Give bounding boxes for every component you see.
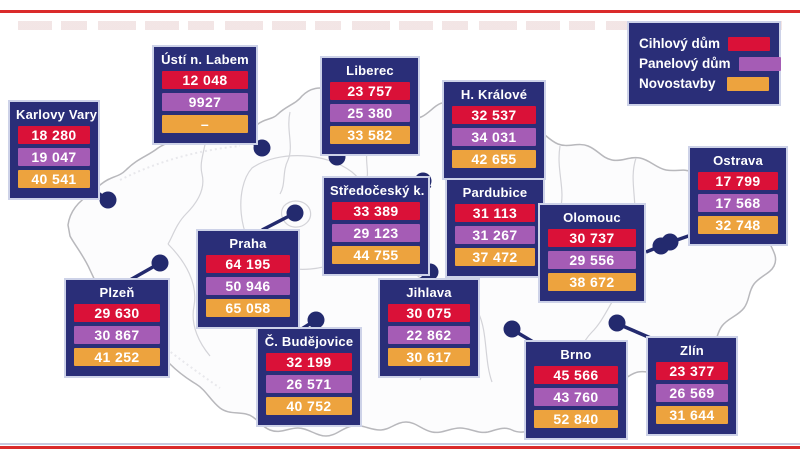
region-border — [279, 111, 291, 195]
legend-row-panelovy-dum: Panelový dům — [639, 56, 781, 71]
value-panelovy-dum: 25 380 — [330, 104, 410, 122]
city-card-pardubice: Pardubice 31 113 31 267 37 472 — [445, 178, 545, 278]
city-name: Jihlava — [406, 285, 452, 300]
map-dot-zlin — [608, 314, 626, 332]
city-card-praha: Praha 64 195 50 946 65 058 — [196, 229, 300, 329]
city-name: Olomouc — [563, 210, 621, 225]
legend-swatch-novostavby — [727, 76, 769, 91]
value-panelovy-dum: 17 568 — [698, 194, 778, 212]
city-name: Ostrava — [713, 153, 763, 168]
value-panelovy-dum: 26 569 — [656, 384, 728, 402]
value-novostavby: – — [162, 115, 248, 133]
city-card-budejovice: Č. Budějovice 32 199 26 571 40 752 — [256, 327, 362, 427]
city-name: Plzeň — [99, 285, 135, 300]
city-card-karlovy-vary: Karlovy Vary 18 280 19 047 40 541 — [8, 100, 100, 200]
city-name: Brno — [560, 347, 592, 362]
value-panelovy-dum: 31 267 — [455, 226, 535, 244]
top-red-rule — [0, 10, 800, 13]
value-cihlovy-dum: 23 377 — [656, 362, 728, 380]
legend-row-novostavby: Novostavby — [639, 76, 769, 91]
value-panelovy-dum: 22 862 — [388, 326, 470, 344]
city-card-brno: Brno 45 566 43 760 52 840 — [524, 340, 628, 440]
map-dot-budejovice — [307, 311, 325, 329]
value-cihlovy-dum: 12 048 — [162, 71, 248, 89]
value-panelovy-dum: 9927 — [162, 93, 248, 111]
value-panelovy-dum: 50 946 — [206, 277, 290, 295]
value-novostavby: 41 252 — [74, 348, 160, 366]
value-cihlovy-dum: 64 195 — [206, 255, 290, 273]
legend-swatch-cihlovy-dum — [728, 36, 771, 51]
value-panelovy-dum: 26 571 — [266, 375, 352, 393]
value-novostavby: 44 755 — [332, 246, 420, 264]
bottom-red-rule — [0, 446, 800, 449]
city-card-hradec: H. Králové 32 537 34 031 42 655 — [442, 80, 546, 180]
value-cihlovy-dum: 31 113 — [455, 204, 535, 222]
value-novostavby: 31 644 — [656, 406, 728, 424]
legend-label: Cihlový dům — [639, 36, 721, 51]
map-dot-praha — [286, 204, 304, 222]
city-card-jihlava: Jihlava 30 075 22 862 30 617 — [378, 278, 480, 378]
value-cihlovy-dum: 29 630 — [74, 304, 160, 322]
city-name: Praha — [229, 236, 267, 251]
map-dot-brno — [503, 320, 521, 338]
value-cihlovy-dum: 18 280 — [18, 126, 90, 144]
city-name: Č. Budějovice — [264, 334, 354, 349]
value-novostavby: 30 617 — [388, 348, 470, 366]
value-panelovy-dum: 43 760 — [534, 388, 618, 406]
map-dot-ostrava — [661, 233, 679, 251]
map-dot-karlovy-vary — [99, 191, 117, 209]
city-card-stredocesky: Středočeský k. 33 389 29 123 44 755 — [322, 176, 430, 276]
map-dot-plzen — [151, 254, 169, 272]
city-name: Liberec — [346, 63, 394, 78]
value-novostavby: 32 748 — [698, 216, 778, 234]
city-card-plzen: Plzeň 29 630 30 867 41 252 — [64, 278, 170, 378]
value-panelovy-dum: 19 047 — [18, 148, 90, 166]
value-cihlovy-dum: 33 389 — [332, 202, 420, 220]
terrain-line — [119, 145, 241, 181]
faded-header-text — [18, 21, 782, 30]
value-panelovy-dum: 34 031 — [452, 128, 536, 146]
legend-row-cihlovy-dum: Cihlový dům — [639, 36, 771, 51]
region-border — [167, 123, 207, 245]
value-cihlovy-dum: 17 799 — [698, 172, 778, 190]
legend-swatch-panelovy-dum — [738, 56, 781, 71]
city-card-olomouc: Olomouc 30 737 29 556 38 672 — [538, 203, 646, 303]
city-name: Ústí n. Labem — [161, 52, 249, 67]
region-border — [167, 243, 211, 357]
value-novostavby: 40 752 — [266, 397, 352, 415]
value-cihlovy-dum: 45 566 — [534, 366, 618, 384]
city-card-ostrava: Ostrava 17 799 17 568 32 748 — [688, 146, 788, 246]
value-novostavby: 33 582 — [330, 126, 410, 144]
city-card-liberec: Liberec 23 757 25 380 33 582 — [320, 56, 420, 156]
value-cihlovy-dum: 32 537 — [452, 106, 536, 124]
value-cihlovy-dum: 32 199 — [266, 353, 352, 371]
value-panelovy-dum: 30 867 — [74, 326, 160, 344]
value-panelovy-dum: 29 556 — [548, 251, 636, 269]
city-name: Pardubice — [462, 185, 528, 200]
value-novostavby: 52 840 — [534, 410, 618, 428]
city-card-usti: Ústí n. Labem 12 048 9927 – — [152, 45, 258, 145]
value-panelovy-dum: 29 123 — [332, 224, 420, 242]
value-cihlovy-dum: 23 757 — [330, 82, 410, 100]
legend-label: Panelový dům — [639, 56, 731, 71]
value-novostavby: 38 672 — [548, 273, 636, 291]
bottom-divider-line — [0, 443, 800, 445]
value-cihlovy-dum: 30 075 — [388, 304, 470, 322]
city-name: Zlín — [680, 343, 704, 358]
value-cihlovy-dum: 30 737 — [548, 229, 636, 247]
legend: Cihlový dům Panelový dům Novostavby — [627, 21, 781, 106]
value-novostavby: 40 541 — [18, 170, 90, 188]
value-novostavby: 65 058 — [206, 299, 290, 317]
value-novostavby: 42 655 — [452, 150, 536, 168]
city-card-zlin: Zlín 23 377 26 569 31 644 — [646, 336, 738, 436]
city-name: H. Králové — [460, 87, 528, 102]
legend-label: Novostavby — [639, 76, 716, 91]
city-name: Karlovy Vary — [16, 107, 98, 122]
value-novostavby: 37 472 — [455, 248, 535, 266]
city-name: Středočeský k. — [330, 183, 425, 198]
